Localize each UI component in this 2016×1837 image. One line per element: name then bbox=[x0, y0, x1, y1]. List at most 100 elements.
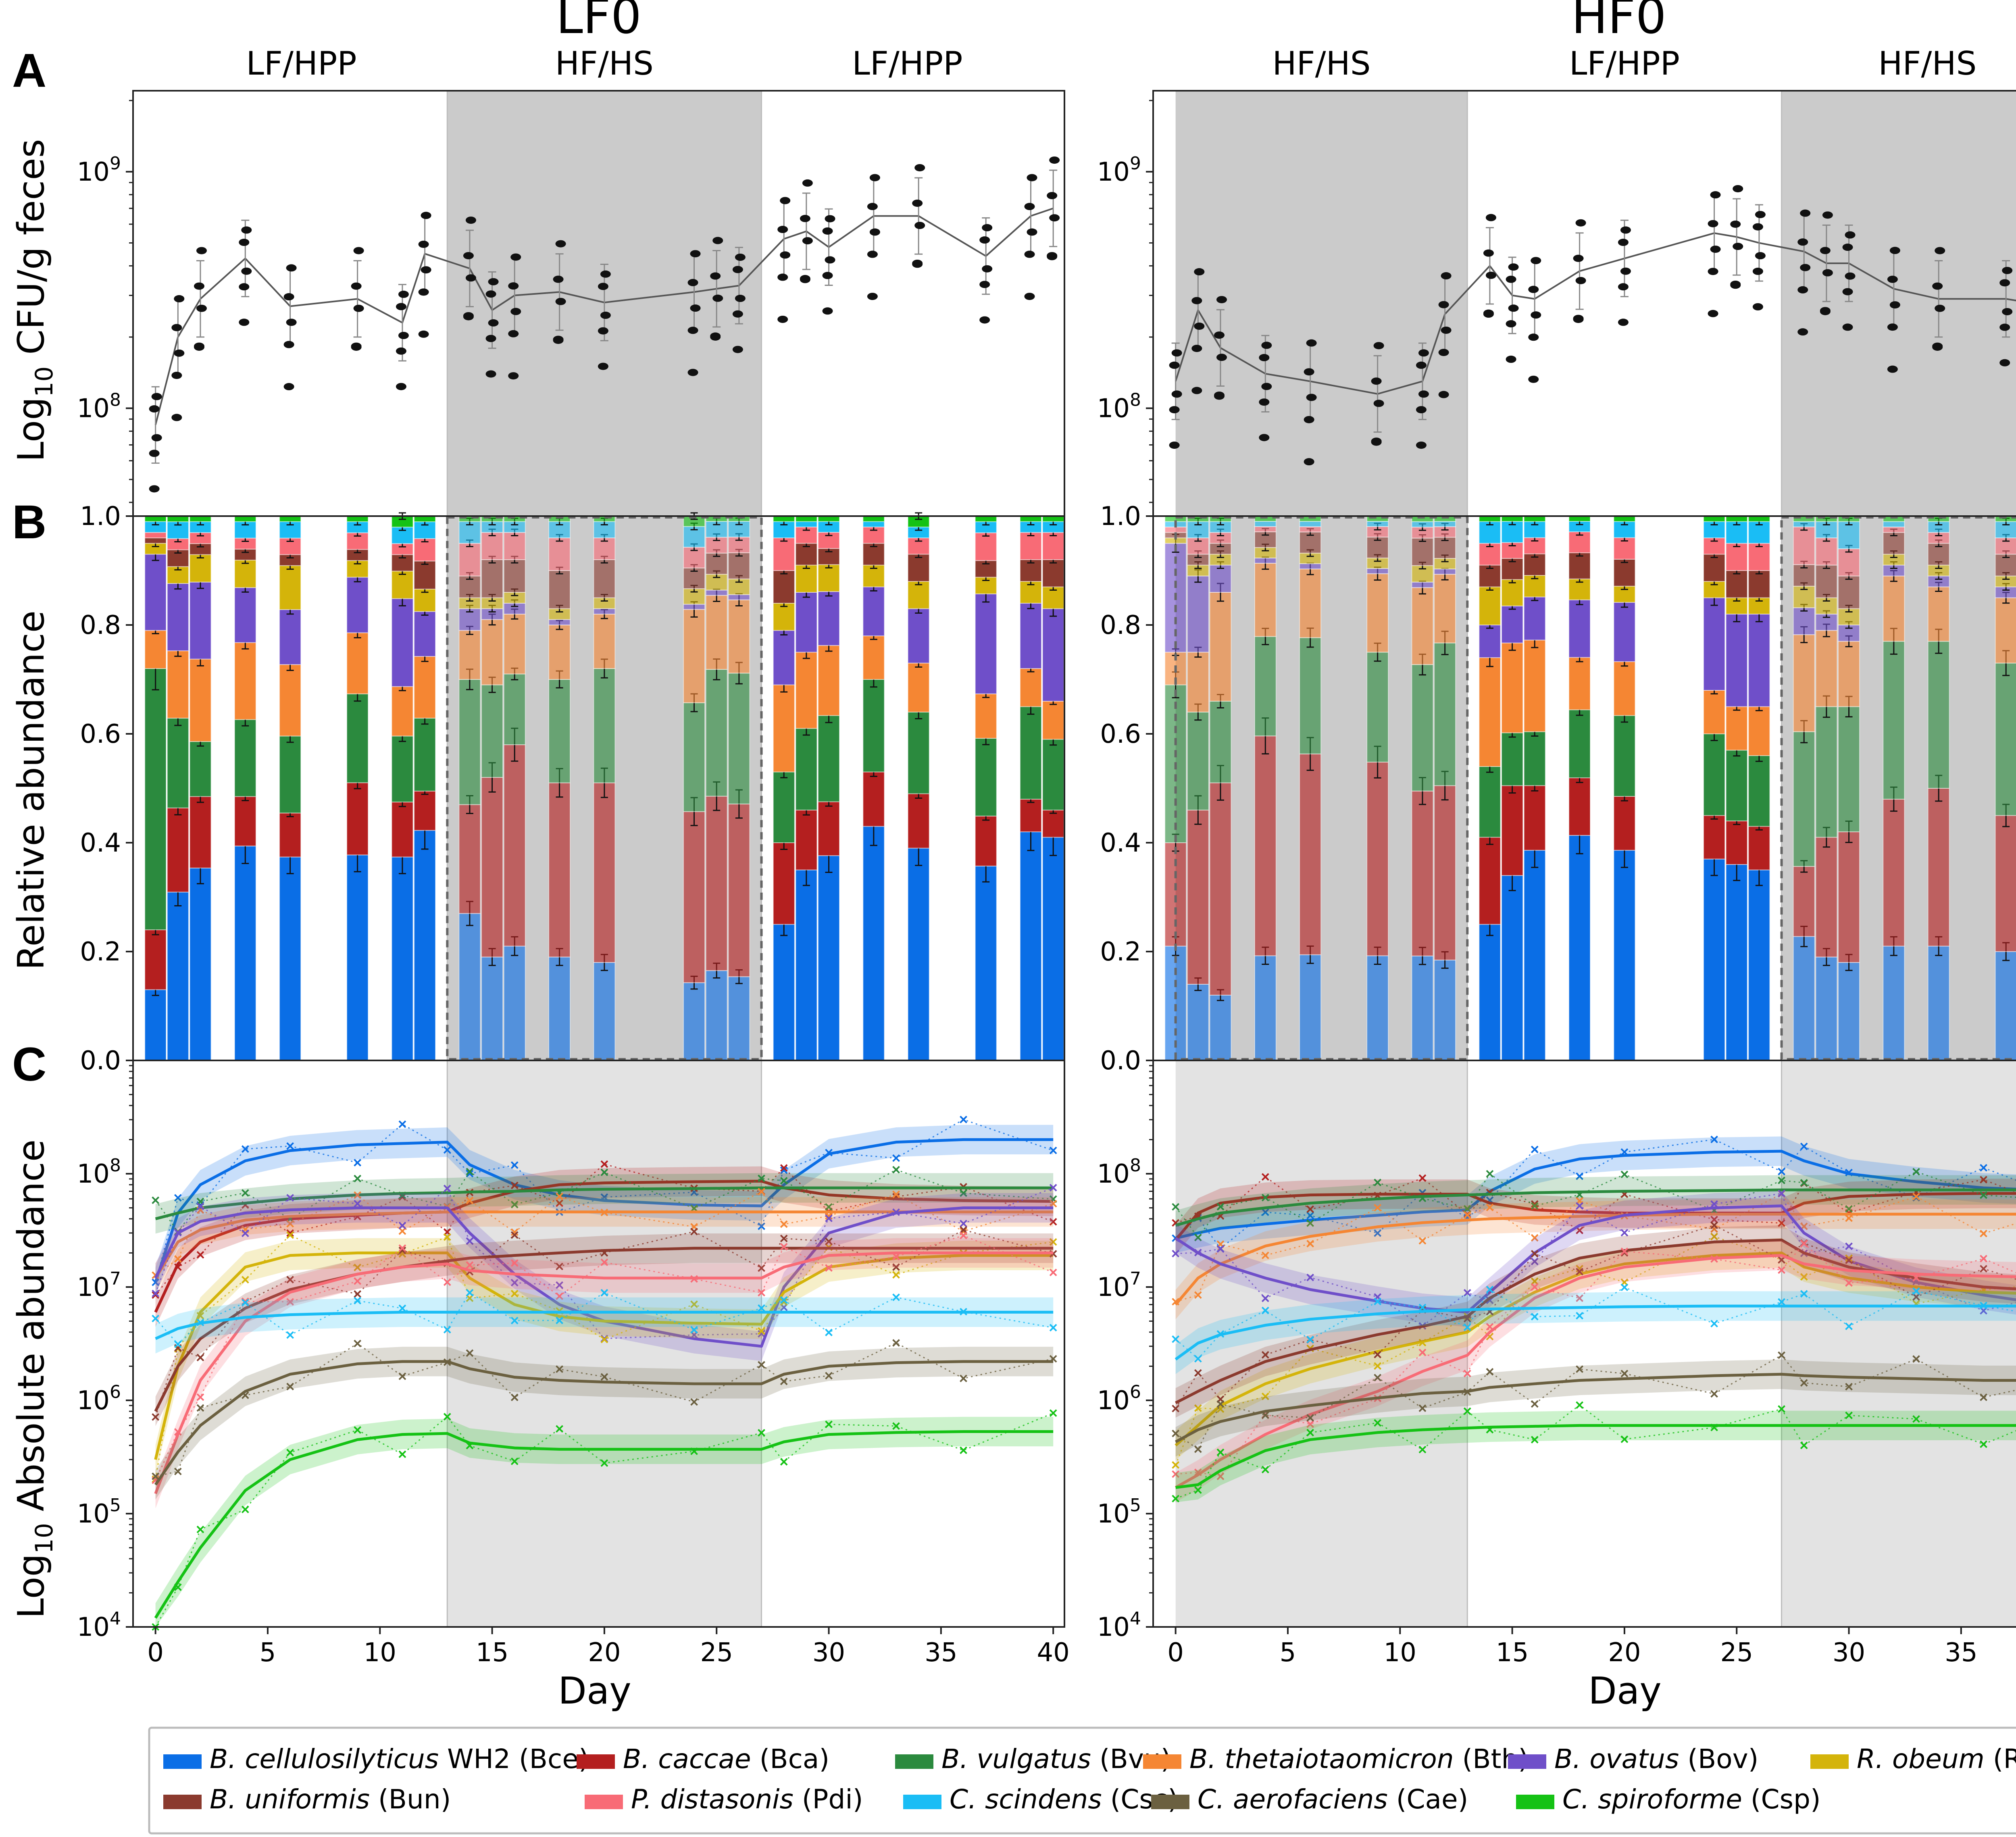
stacked-bar-segment-rob bbox=[795, 564, 818, 593]
observed-point-bca bbox=[1306, 1205, 1314, 1213]
observed-point-csp bbox=[1216, 1448, 1225, 1456]
stacked-bar-segment-bca bbox=[189, 796, 212, 869]
stacked-bar-segment-bov bbox=[1299, 563, 1322, 570]
cfu-replicate-point bbox=[1573, 314, 1584, 322]
cfu-replicate-point bbox=[1531, 257, 1541, 265]
stacked-bar-segment-csc bbox=[862, 521, 885, 527]
observed-point-pdi bbox=[1172, 1470, 1180, 1478]
observed-point-csp bbox=[286, 1449, 294, 1456]
observed-point-pdi bbox=[1912, 1274, 1920, 1282]
stacked-bar-segment-bce bbox=[458, 913, 481, 1061]
legend-species-name: C. aerofaciens bbox=[1198, 1784, 1388, 1815]
cfu-replicate-point bbox=[687, 369, 698, 376]
stacked-bar-segment-bvu bbox=[705, 669, 728, 797]
hf-phase-shade bbox=[1175, 91, 1468, 516]
x-tick-label: 35 bbox=[1945, 1638, 1977, 1668]
stacked-bar-segment-pdi bbox=[1254, 526, 1277, 532]
cfu-replicate-point bbox=[171, 371, 182, 379]
cfu-replicate-point bbox=[710, 332, 721, 340]
cfu-replicate-point bbox=[1485, 214, 1496, 221]
cfu-replicate-point bbox=[1214, 331, 1225, 339]
cfu-replicate-point bbox=[1752, 267, 1763, 275]
stacked-bar-segment-bca bbox=[234, 796, 256, 847]
cfu-replicate-point bbox=[1573, 254, 1584, 262]
stacked-bar-segment-bov bbox=[593, 608, 616, 614]
stacked-bar-segment-bth bbox=[1254, 562, 1277, 637]
cfu-replicate-point bbox=[1483, 249, 1494, 257]
stacked-bar-segment-bov bbox=[818, 591, 840, 646]
observed-point-pdi bbox=[780, 1243, 788, 1251]
stacked-bar-segment-bvu bbox=[481, 684, 504, 778]
observed-point-rob bbox=[466, 1294, 474, 1302]
observed-point-bvu bbox=[1172, 1203, 1180, 1211]
observed-point-csp bbox=[1710, 1423, 1718, 1431]
observed-point-pdi bbox=[1980, 1255, 1987, 1262]
cfu-replicate-point bbox=[1618, 319, 1629, 326]
stacked-bar-segment-csp bbox=[144, 516, 167, 522]
cfu-replicate-point bbox=[196, 247, 207, 254]
stacked-bar-segment-bov bbox=[1209, 564, 1232, 593]
observed-point-csc bbox=[1800, 1290, 1808, 1298]
stacked-bar-segment-bov bbox=[1366, 568, 1389, 574]
hf-phase-dashed-outline bbox=[1780, 516, 2016, 1060]
stacked-bar-segment-rob bbox=[1479, 586, 1501, 625]
legend-label-bca: B. caccae (Bca) bbox=[623, 1743, 829, 1775]
x-tick-label: 10 bbox=[1384, 1638, 1416, 1668]
observed-point-bov bbox=[1845, 1242, 1853, 1250]
observed-point-cae bbox=[510, 1393, 519, 1402]
stacked-bar-segment-bvu bbox=[1299, 637, 1322, 754]
cfu-replicate-point bbox=[735, 295, 746, 302]
observed-point-bce bbox=[1980, 1164, 1987, 1172]
y-tick-label-b: 0.0 bbox=[1100, 1046, 1141, 1076]
observed-point-bun bbox=[960, 1226, 967, 1234]
observed-point-csc bbox=[690, 1326, 698, 1334]
cfu-replicate-point bbox=[914, 222, 925, 229]
stacked-bar-segment-bun bbox=[503, 559, 526, 593]
observed-point-csc bbox=[1845, 1323, 1853, 1330]
observed-point-csc bbox=[196, 1318, 204, 1327]
cfu-replicate-point bbox=[1708, 268, 1718, 275]
cfu-replicate-point bbox=[1935, 304, 1945, 312]
observed-point-csc bbox=[1216, 1330, 1225, 1338]
observed-point-bun bbox=[600, 1249, 608, 1257]
observed-point-bov bbox=[174, 1229, 182, 1237]
fit-line-bth bbox=[154, 1210, 1054, 1279]
cfu-replicate-point bbox=[1373, 400, 1384, 407]
legend-swatch-bov bbox=[1508, 1754, 1546, 1769]
stacked-bar-segment-bov bbox=[1020, 603, 1042, 669]
stacked-bar-segment-bce bbox=[1927, 946, 1950, 1061]
stacked-bar-segment-bce bbox=[1883, 946, 1905, 1061]
legend-species-name: B. ovatus bbox=[1554, 1743, 1679, 1775]
cfu-replicate-point bbox=[867, 250, 878, 258]
stacked-bar-segment-bth bbox=[795, 652, 818, 729]
stacked-bar-segment-bth bbox=[1613, 661, 1636, 716]
fit-line-csp bbox=[1175, 1424, 2016, 1489]
cfu-replicate-point bbox=[1418, 390, 1429, 398]
stacked-bar-segment-bca bbox=[1254, 735, 1277, 956]
observed-point-bvu bbox=[600, 1168, 608, 1176]
observed-point-csp bbox=[690, 1447, 698, 1455]
cfu-replicate-point bbox=[1733, 243, 1743, 250]
legend-swatch-bce bbox=[163, 1754, 202, 1769]
stacked-bar-segment-bov bbox=[189, 581, 212, 660]
ci-band-pdi bbox=[1175, 1241, 2016, 1502]
legend-species-name: P. distasonis bbox=[631, 1784, 793, 1815]
legend-swatch-bun bbox=[163, 1795, 202, 1809]
x-tick-label: 15 bbox=[1496, 1638, 1529, 1668]
cfu-replicate-point bbox=[1438, 349, 1449, 356]
x-tick-label: 20 bbox=[1608, 1638, 1641, 1668]
observed-point-cae bbox=[825, 1372, 833, 1380]
stacked-bar-segment-bca bbox=[414, 790, 436, 831]
legend-label-bvu: B. vulgatus (Bvu) bbox=[941, 1743, 1171, 1775]
stacked-bar-segment-bvu bbox=[1793, 731, 1815, 867]
observed-point-bth bbox=[1418, 1237, 1427, 1245]
stacked-bar-segment-pdi bbox=[503, 532, 526, 560]
cfu-replicate-point bbox=[508, 372, 519, 380]
stacked-bar-segment-bov bbox=[1703, 597, 1726, 691]
stacked-bar-segment-pdi bbox=[1748, 543, 1770, 571]
cfu-replicate-point bbox=[239, 319, 250, 326]
observed-point-csp bbox=[780, 1458, 788, 1466]
stacked-bar-segment-bov bbox=[167, 583, 189, 652]
cfu-replicate-point bbox=[239, 239, 250, 246]
cfu-replicate-point bbox=[1820, 307, 1831, 314]
